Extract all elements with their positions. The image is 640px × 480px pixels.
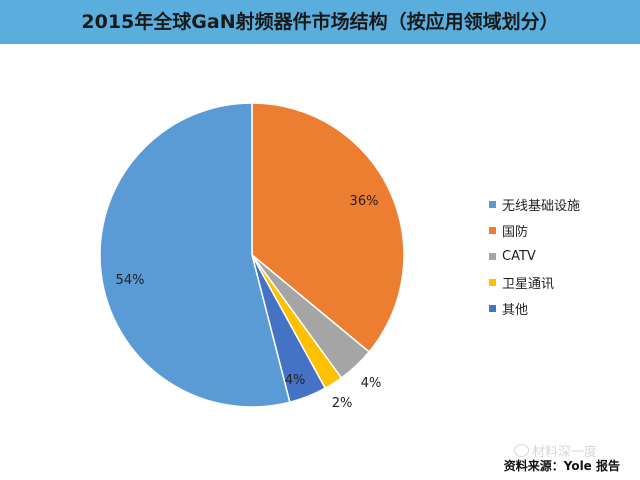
- legend-item: 其他: [489, 295, 629, 321]
- source-note: 资料来源：Yole 报告: [503, 459, 620, 473]
- legend-item: CATV: [489, 243, 629, 269]
- slice-label: 4%: [361, 376, 382, 391]
- legend-swatch: [489, 226, 496, 234]
- legend-label: 其他: [502, 302, 529, 318]
- legend-item: 无线基础设施: [489, 191, 629, 217]
- slice-label: 4%: [285, 373, 306, 388]
- chart-title: 2015年全球GaN射频器件市场结构（按应用领域划分）: [81, 11, 559, 33]
- legend-swatch: [489, 252, 496, 260]
- legend-swatch: [489, 200, 496, 208]
- legend-swatch: [489, 304, 496, 312]
- legend-label: 卫星通讯: [502, 276, 555, 292]
- slice-label: 2%: [332, 396, 353, 411]
- legend-label: 国防: [502, 224, 529, 240]
- pie-slice: [99, 102, 291, 408]
- slice-label: 54%: [116, 273, 145, 288]
- legend-label: 无线基础设施: [502, 198, 581, 214]
- legend-item: 国防: [489, 217, 629, 243]
- watermark: 材料深一度: [514, 441, 597, 460]
- legend-label: CATV: [502, 248, 536, 264]
- title-bar: [0, 0, 640, 44]
- watermark-text: 材料深一度: [532, 445, 598, 460]
- pie-slice: [251, 102, 405, 353]
- slice-label: 36%: [350, 194, 379, 209]
- legend-swatch: [489, 278, 496, 286]
- wechat-icon: [514, 444, 529, 457]
- legend: 无线基础设施 国防 CATV 卫星通讯其他: [489, 191, 629, 321]
- legend-item: 卫星通讯: [489, 269, 629, 295]
